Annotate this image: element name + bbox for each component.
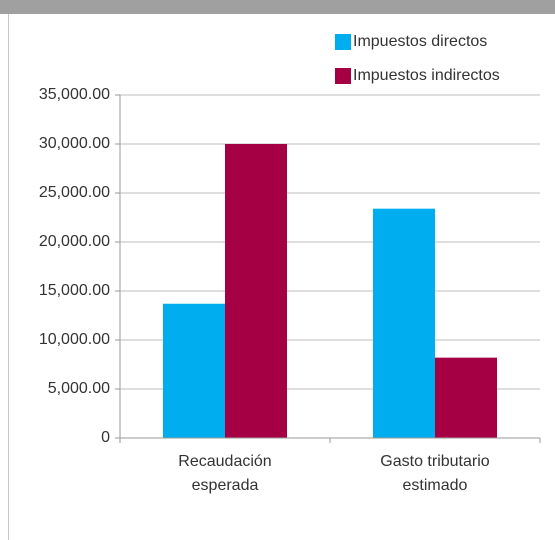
bar [435,357,497,438]
y-tick-label: 0 [101,429,110,446]
header-bar [0,0,555,14]
legend-label: Impuestos directos [353,33,487,50]
x-tick-label: Recaudación esperada [178,453,272,494]
legend-swatch [335,34,351,50]
y-tick-label: 20,000.00 [39,233,110,250]
bar [163,303,225,438]
legend-swatch [335,68,351,84]
y-tick-label: 5,000.00 [48,380,110,397]
y-tick-label: 30,000.00 [39,135,110,152]
bar [225,144,287,438]
bar [373,208,435,438]
x-tick-label: Gasto tributario estimado [380,453,490,494]
y-tick-label: 35,000.00 [39,86,110,103]
y-tick-label: 25,000.00 [39,184,110,201]
y-tick-label: 10,000.00 [39,331,110,348]
legend-label: Impuestos indirectos [353,67,500,84]
y-tick-label: 15,000.00 [39,282,110,299]
